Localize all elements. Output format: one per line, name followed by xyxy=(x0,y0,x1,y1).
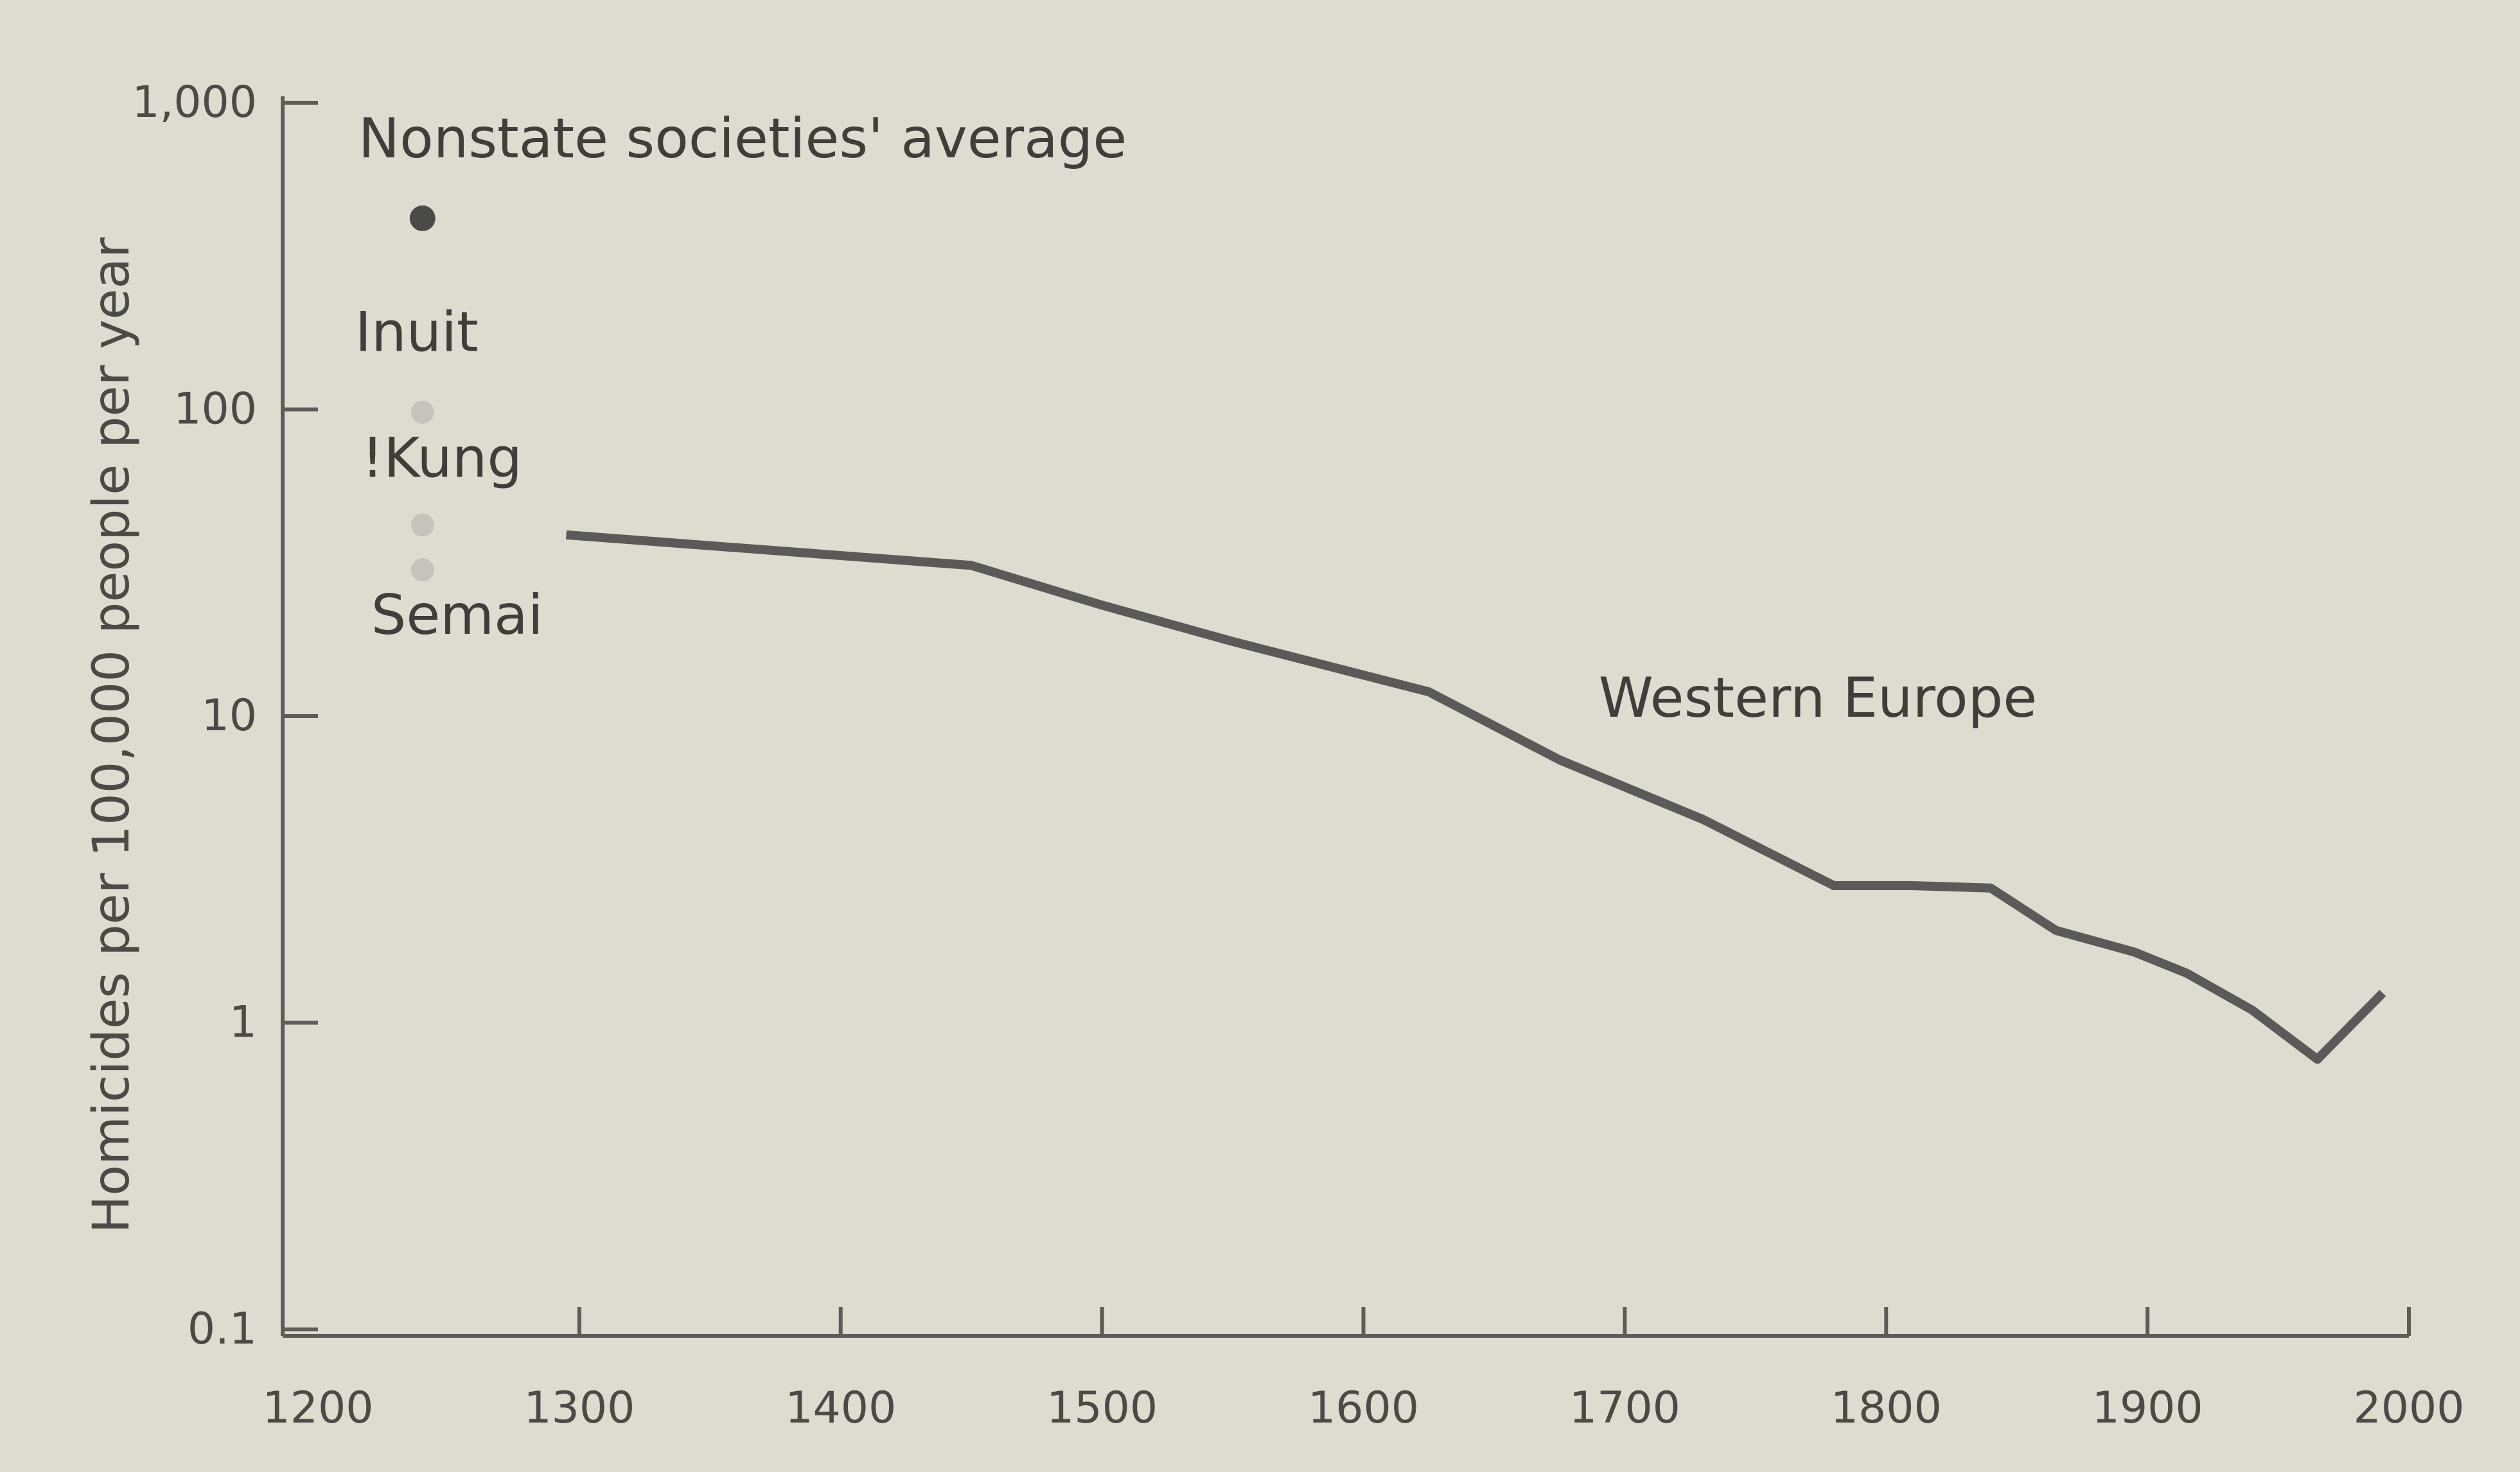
series-line-western-europe xyxy=(565,530,2386,1064)
data-point-marker xyxy=(410,558,434,582)
x-tick-label: 1600 xyxy=(1308,1383,1419,1433)
x-tick-label: 1400 xyxy=(785,1383,896,1433)
data-point-marker xyxy=(410,400,434,424)
data-point-label: Inuit xyxy=(355,301,479,365)
y-tick-label: 1,000 xyxy=(132,77,257,128)
y-tick-label: 100 xyxy=(173,384,257,435)
data-points xyxy=(409,205,436,582)
y-tick-label: 10 xyxy=(201,690,257,741)
y-axis-label: Homicides per 100,000 people per year xyxy=(83,237,141,1234)
data-point-marker xyxy=(410,513,434,537)
x-tick-label: 1200 xyxy=(262,1383,373,1433)
x-tick-label: 1800 xyxy=(1831,1383,1942,1433)
x-tick-label: 1700 xyxy=(1569,1383,1680,1433)
y-tick-label: 0.1 xyxy=(188,1304,257,1354)
annotations: Nonstate societies' average Inuit !Kung Sem… xyxy=(355,107,2037,730)
x-tick-label: 1500 xyxy=(1046,1383,1158,1433)
axes: 0.1 1 10 100 1,000 1200 1300 1400 1500 1600 1700 18… xyxy=(83,77,2465,1433)
data-point-label: Nonstate societies' average xyxy=(358,107,1127,171)
data-point-label: Semai xyxy=(371,583,543,647)
series-label: Western Europe xyxy=(1599,666,2037,730)
data-point-label: !Kung xyxy=(362,426,522,490)
x-tick-label: 2000 xyxy=(2353,1383,2464,1433)
x-tick-label: 1300 xyxy=(524,1383,635,1433)
x-tick-label: 1900 xyxy=(2092,1383,2203,1433)
series-lines xyxy=(565,530,2386,1064)
data-point-marker xyxy=(409,205,436,231)
y-tick-label: 1 xyxy=(229,997,257,1048)
